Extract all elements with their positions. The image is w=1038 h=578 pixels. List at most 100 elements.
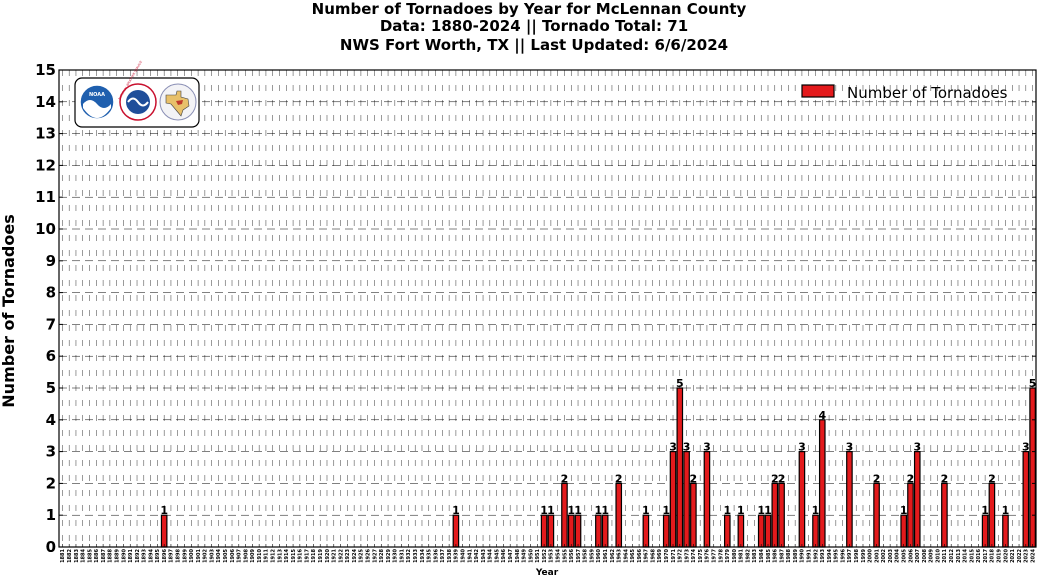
bar	[567, 514, 575, 548]
x-tick-label: 1997	[847, 548, 853, 562]
bar-value-label: 5	[676, 377, 684, 390]
x-tick-label: 1977	[712, 548, 718, 562]
bar-value-label: 3	[913, 441, 921, 454]
x-tick-label: 2000	[868, 548, 874, 562]
chart-title-line-1: Number of Tornadoes by Year for McLennan…	[312, 0, 747, 18]
chart-title-line-2: Data: 1880-2024 || Tornado Total: 71	[380, 17, 688, 36]
bar	[615, 482, 623, 548]
x-tick-label: 1953	[549, 548, 555, 562]
bar-value-label: 1	[812, 504, 820, 517]
x-tick-label: 1992	[813, 548, 819, 562]
x-tick-label: 1894	[148, 548, 154, 562]
bar	[452, 514, 460, 548]
x-tick-label: 1899	[182, 548, 188, 562]
logo-panel: NOAA NATIONAL WEATHER SERVICE	[74, 60, 200, 128]
bar	[818, 419, 826, 548]
x-tick-label: 1996	[840, 548, 846, 562]
bar-value-label: 2	[771, 472, 779, 485]
y-tick-label: 5	[46, 379, 56, 397]
x-tick-label: 1942	[474, 548, 480, 562]
bar-layer	[160, 387, 1036, 548]
x-tick-label: 1963	[617, 548, 623, 562]
bar-value-label: 1	[737, 504, 745, 517]
x-tick-label: 1970	[664, 548, 670, 562]
x-tick-label: 1917	[304, 548, 310, 562]
x-tick-label: 1937	[440, 548, 446, 562]
x-tick-label: 1927	[372, 548, 378, 562]
y-tick-label: 14	[35, 93, 56, 111]
y-tick-label: 11	[35, 188, 56, 206]
bar-value-label: 2	[941, 472, 949, 485]
x-tick-label: 1947	[508, 548, 514, 562]
noaa-logo: NOAA	[79, 84, 115, 120]
bar	[662, 514, 670, 548]
x-tick-label: 1995	[834, 548, 840, 562]
x-tick-label: 1922	[338, 548, 344, 562]
x-tick-label: 1943	[481, 548, 487, 562]
bar	[683, 451, 690, 548]
y-tick-label: 15	[35, 61, 56, 79]
x-tick-label: 1998	[854, 548, 860, 562]
x-tick-label: 1964	[623, 548, 629, 562]
x-tick-label: 1930	[393, 548, 399, 562]
x-tick-label: 2023	[1024, 548, 1030, 562]
x-tick-label: 1978	[718, 548, 724, 562]
x-tick-label: 1946	[501, 548, 507, 562]
y-tick-label: 0	[46, 538, 56, 556]
bar	[160, 514, 168, 548]
bar-value-label: 2	[615, 472, 623, 485]
texas-logo	[159, 83, 197, 121]
bar-value-label: 3	[669, 441, 677, 454]
x-tick-label: 2020	[1003, 548, 1009, 562]
x-tick-label: 1911	[264, 548, 270, 562]
x-tick-label: 1966	[637, 548, 643, 562]
x-tick-label: 2009	[929, 548, 935, 562]
legend: Number of Tornadoes	[801, 84, 1008, 102]
bar	[771, 482, 779, 548]
bar	[1002, 514, 1009, 548]
x-tick-label: 2017	[983, 548, 989, 562]
y-tick-label: 12	[35, 156, 56, 174]
y-tick-label: 1	[46, 506, 56, 524]
bar	[846, 451, 853, 548]
x-tick-label: 1952	[542, 548, 548, 562]
y-tick-label: 10	[35, 220, 56, 238]
x-tick-label: 2001	[874, 548, 880, 562]
bar	[988, 482, 996, 548]
x-tick-label: 1923	[345, 548, 351, 562]
x-tick-label: 1944	[488, 548, 494, 562]
legend-swatch	[801, 84, 835, 98]
x-tick-label: 1909	[250, 548, 256, 562]
x-tick-label: 1881	[60, 548, 66, 562]
x-tick-label: 1989	[793, 548, 799, 562]
bar	[595, 514, 602, 548]
x-tick-label: 1981	[739, 548, 745, 562]
bar	[913, 451, 921, 548]
x-tick-label: 1900	[189, 548, 195, 562]
x-tick-label: 1892	[135, 548, 141, 562]
x-tick-label: 2002	[881, 548, 887, 562]
bar	[757, 514, 765, 548]
bar-value-label: 3	[798, 441, 806, 454]
bar-value-label: 2	[561, 472, 569, 485]
bar-value-label: 1	[540, 504, 548, 517]
y-tick-label: 3	[46, 443, 56, 461]
x-tick-label: 1987	[779, 548, 785, 562]
x-tick-label: 1940	[460, 548, 466, 562]
bar	[778, 482, 785, 548]
x-tick-label: 1916	[298, 548, 304, 562]
bar-value-label: 2	[778, 472, 786, 485]
bar	[900, 514, 908, 548]
bar-value-label: 2	[690, 472, 698, 485]
bar	[981, 514, 989, 548]
bar-value-label: 1	[642, 504, 650, 517]
x-tick-label: 1893	[142, 548, 148, 562]
bar-value-label: 1	[547, 504, 555, 517]
y-tick-label: 13	[35, 125, 56, 143]
grid-layer	[59, 70, 1036, 547]
bar-value-label: 1	[1002, 504, 1010, 517]
x-tick-label: 1949	[522, 548, 528, 562]
bar	[1029, 387, 1036, 548]
x-tick-label: 1971	[671, 548, 677, 562]
